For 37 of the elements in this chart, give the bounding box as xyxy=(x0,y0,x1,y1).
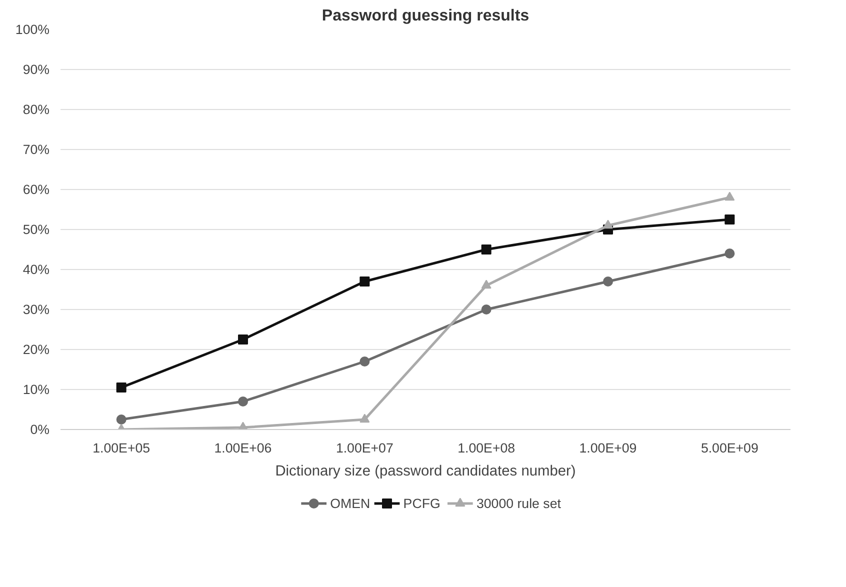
y-tick-label: 30% xyxy=(22,302,50,317)
y-tick-label: 90% xyxy=(22,62,50,77)
point xyxy=(360,276,370,286)
point xyxy=(360,414,370,423)
y-tick-label: 40% xyxy=(22,262,50,277)
chart-title: Password guessing results xyxy=(322,8,530,24)
y-tick-label: 50% xyxy=(22,222,50,237)
point xyxy=(603,276,613,286)
y-tick-label: 10% xyxy=(22,382,50,397)
legend-label: OMEN xyxy=(330,496,370,511)
y-tick-label: 70% xyxy=(22,142,50,157)
x-tick-label: 1.00E+08 xyxy=(458,440,516,456)
point xyxy=(724,214,735,224)
x-tick-label: 1.00E+05 xyxy=(92,440,150,456)
x-tick-label: 5.00E+09 xyxy=(700,440,758,456)
point xyxy=(360,356,370,366)
legend-label: 30000 rule set xyxy=(476,496,562,511)
point xyxy=(724,192,735,201)
x-axis-title: Dictionary size (password candidates number) xyxy=(275,464,576,480)
legend-label: PCFG xyxy=(403,496,440,511)
point xyxy=(238,334,248,344)
x-tick-label: 1.00E+09 xyxy=(579,440,637,456)
point xyxy=(724,248,735,258)
y-tick-label: 20% xyxy=(22,342,50,357)
y-tick-label: 60% xyxy=(22,182,50,197)
y-tick-label: 0% xyxy=(30,422,50,437)
y-tick-label: 100% xyxy=(15,22,50,37)
point xyxy=(481,244,492,254)
point xyxy=(116,414,126,424)
point xyxy=(116,382,126,392)
y-tick-label: 80% xyxy=(22,102,50,117)
x-tick-label: 1.00E+07 xyxy=(336,440,394,456)
point xyxy=(238,396,248,406)
x-tick-label: 1.00E+06 xyxy=(214,440,272,456)
point xyxy=(603,220,613,229)
point xyxy=(481,280,492,289)
point xyxy=(481,304,492,314)
